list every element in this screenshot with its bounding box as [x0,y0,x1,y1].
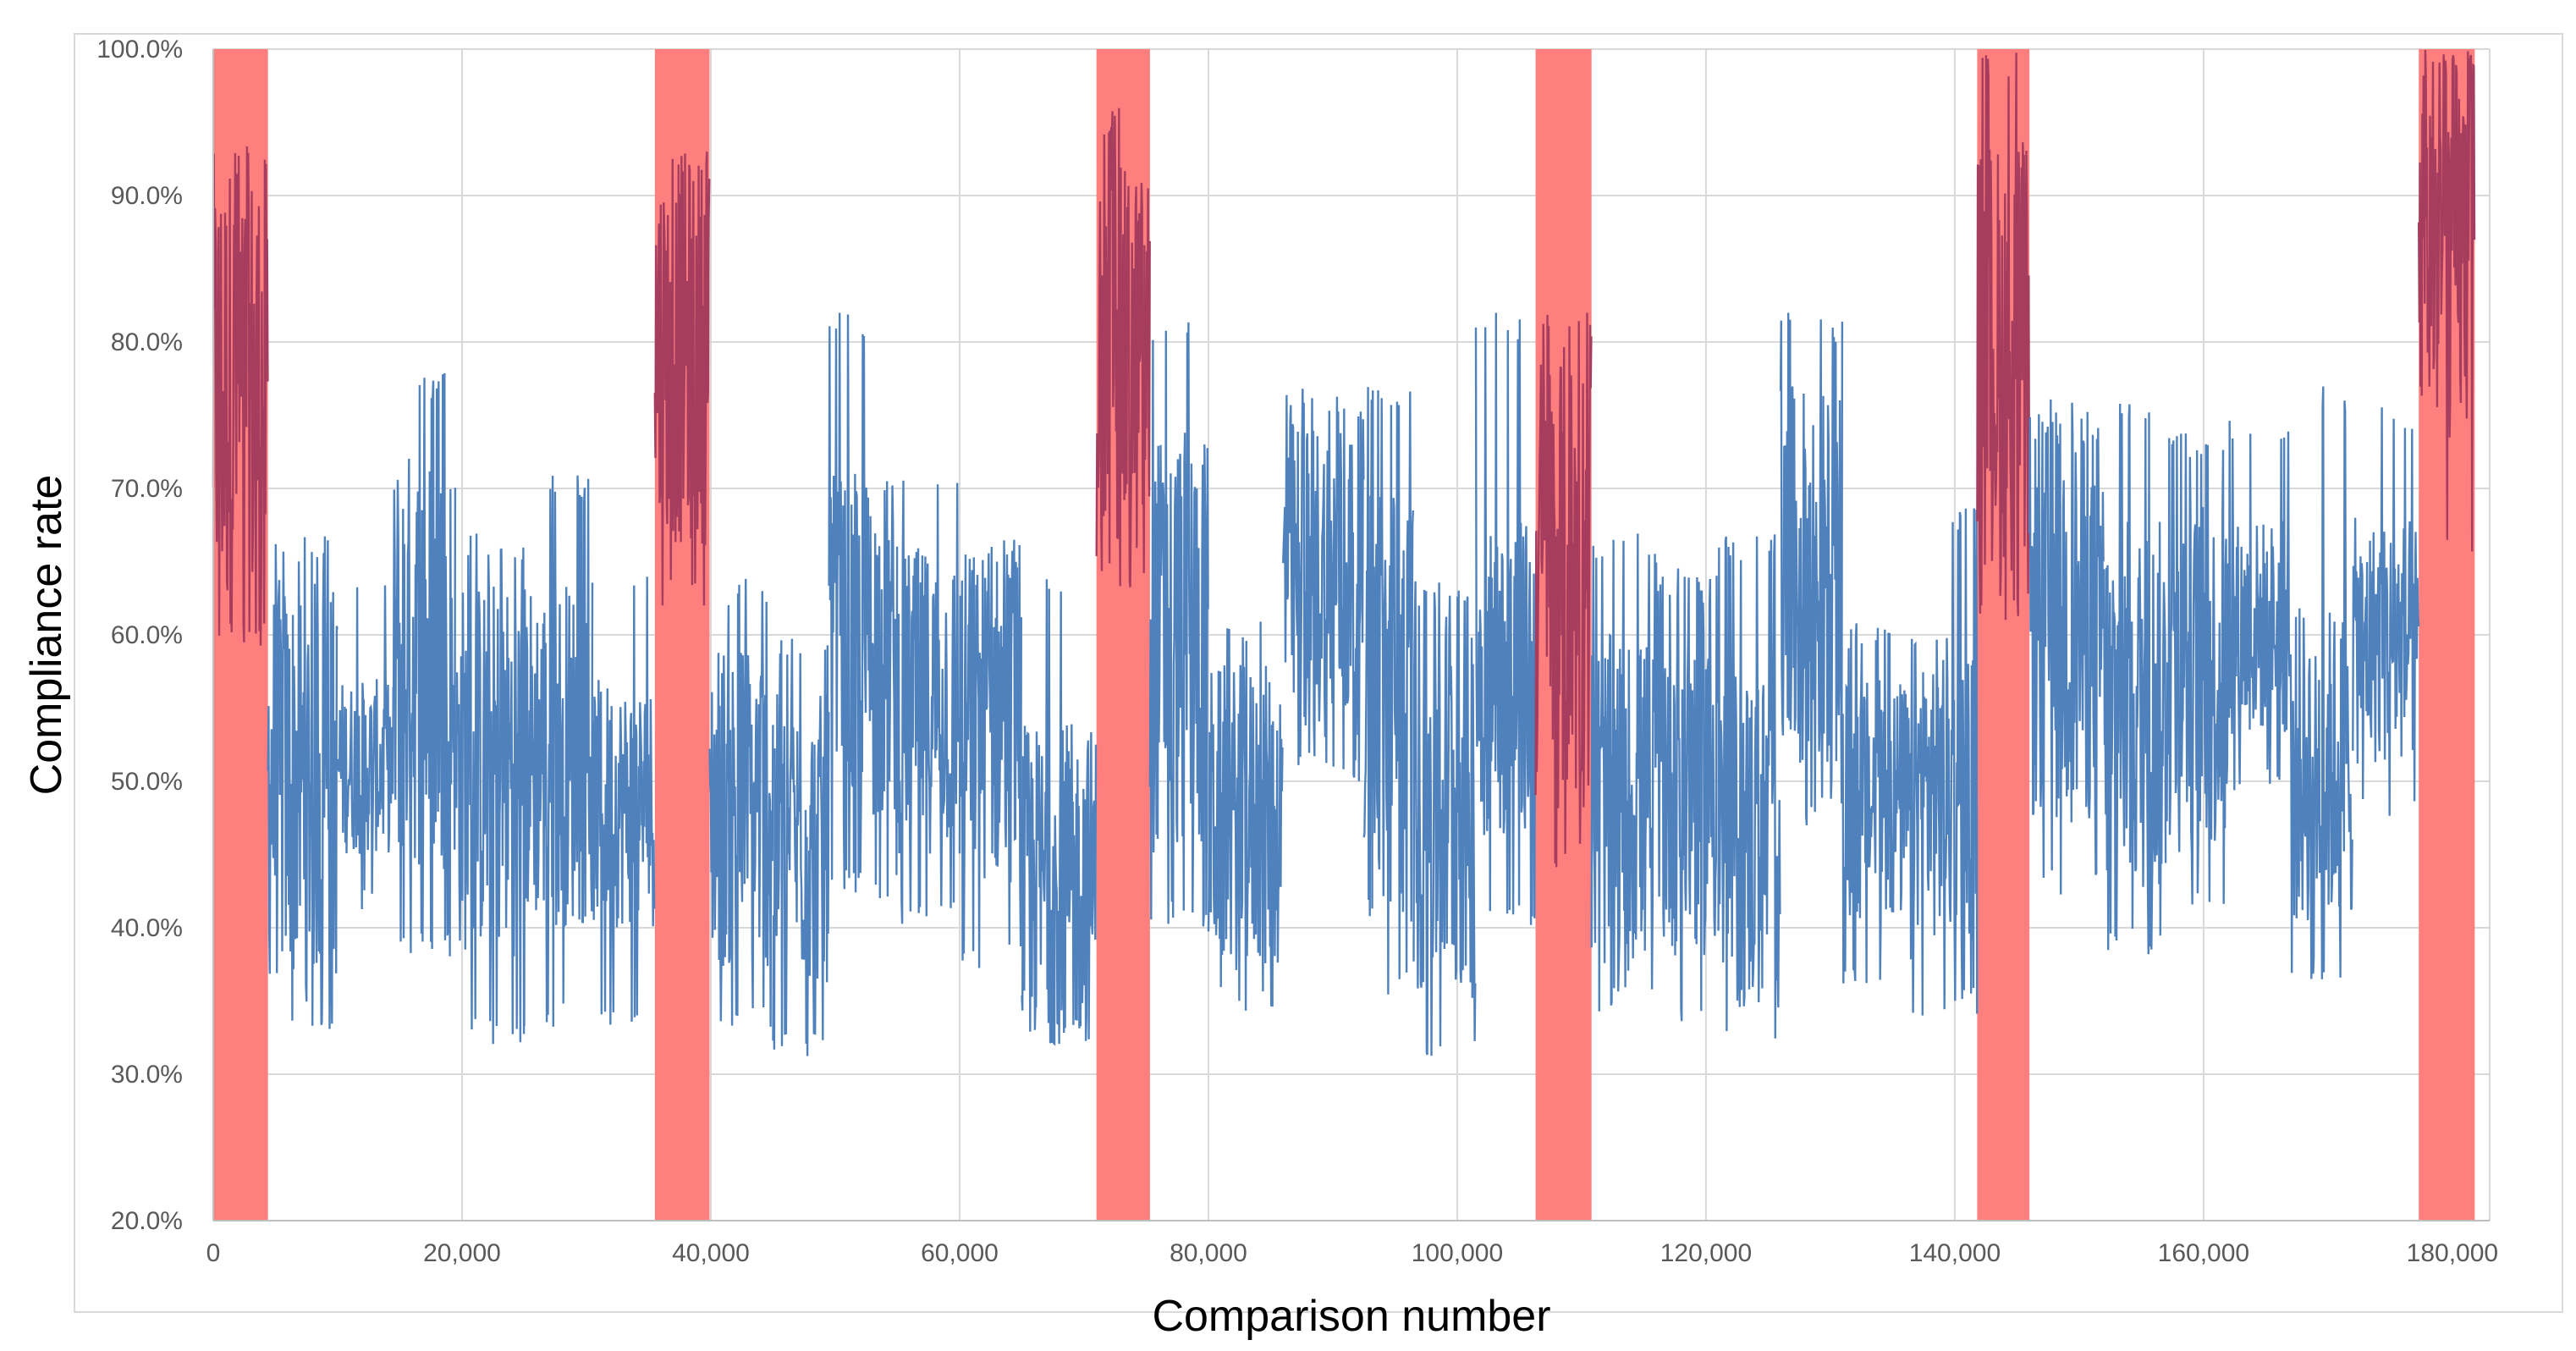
series-segment [2165,433,2229,905]
series-segment-highlighted [1976,52,2031,620]
series-segment [267,536,339,1029]
series-compliance-rate [212,49,2476,1056]
gridlines [213,48,2491,1221]
series-segment [454,533,526,1045]
x-tick-label: 40,000 [672,1239,750,1267]
series-segment [1021,579,1098,1046]
x-tick-label: 60,000 [921,1239,999,1267]
series-segment [392,372,457,957]
series-segment [1779,312,1844,825]
y-tick-label: 40.0% [111,914,183,942]
series-segment [2227,421,2292,791]
series-segment [1148,322,1209,927]
series-segment [523,475,594,1027]
y-tick-label: 70.0% [111,475,183,503]
y-tick-label: 20.0% [111,1207,183,1235]
y-tick-label: 100.0% [96,36,183,63]
series-segment-highlighted [1534,312,1593,868]
series-segment [772,638,830,1056]
series-segment [1590,533,1658,1012]
series-segment [592,576,656,1025]
tick-labels: 0 20,000 40,000 60,000 80,000 100,000 120,000 1… [96,36,2498,1267]
x-axis-title: Comparison number [1152,1292,1550,1341]
series-segment [1654,562,1719,1022]
series-segment [2103,403,2167,955]
x-tick-label: 100,000 [1412,1239,1503,1267]
series-segment [1474,312,1537,925]
y-tick-label: 80.0% [111,328,183,356]
series-segment [1412,581,1477,1056]
x-tick-label: 80,000 [1170,1239,1247,1267]
series-segment [336,585,394,910]
series-segment [828,312,899,899]
series-segment [2352,407,2420,816]
y-tick-label: 30.0% [111,1061,183,1089]
series-segment [958,539,1023,968]
x-tick-label: 120,000 [1660,1239,1752,1267]
series-segment [1282,389,1365,781]
axes [212,49,2490,1221]
x-tick-label: 140,000 [1909,1239,2001,1267]
series-segment [1910,508,1979,1016]
series-segment [2289,386,2353,979]
series-segment-highlighted [1095,108,1151,587]
x-tick-label: 180,000 [2407,1239,2498,1267]
series-segment-highlighted [2417,49,2476,552]
y-axis-title: Compliance rate [22,475,71,796]
y-tick-label: 50.0% [111,768,183,796]
x-tick-label: 160,000 [2158,1239,2249,1267]
series-segment [1841,623,1913,984]
series-segment [2028,399,2105,895]
series-segment [896,480,960,924]
series-segment-highlighted [212,146,269,646]
series-segment [708,578,774,1027]
x-tick-label: 20,000 [423,1239,501,1267]
y-tick-label: 90.0% [111,182,183,210]
y-tick-label: 60.0% [111,621,183,649]
series-segment [1207,621,1284,1011]
x-tick-label: 0 [206,1239,221,1267]
series-segment-highlighted [653,152,711,606]
series-segment [1717,534,1781,1039]
series-segment [1362,387,1414,995]
